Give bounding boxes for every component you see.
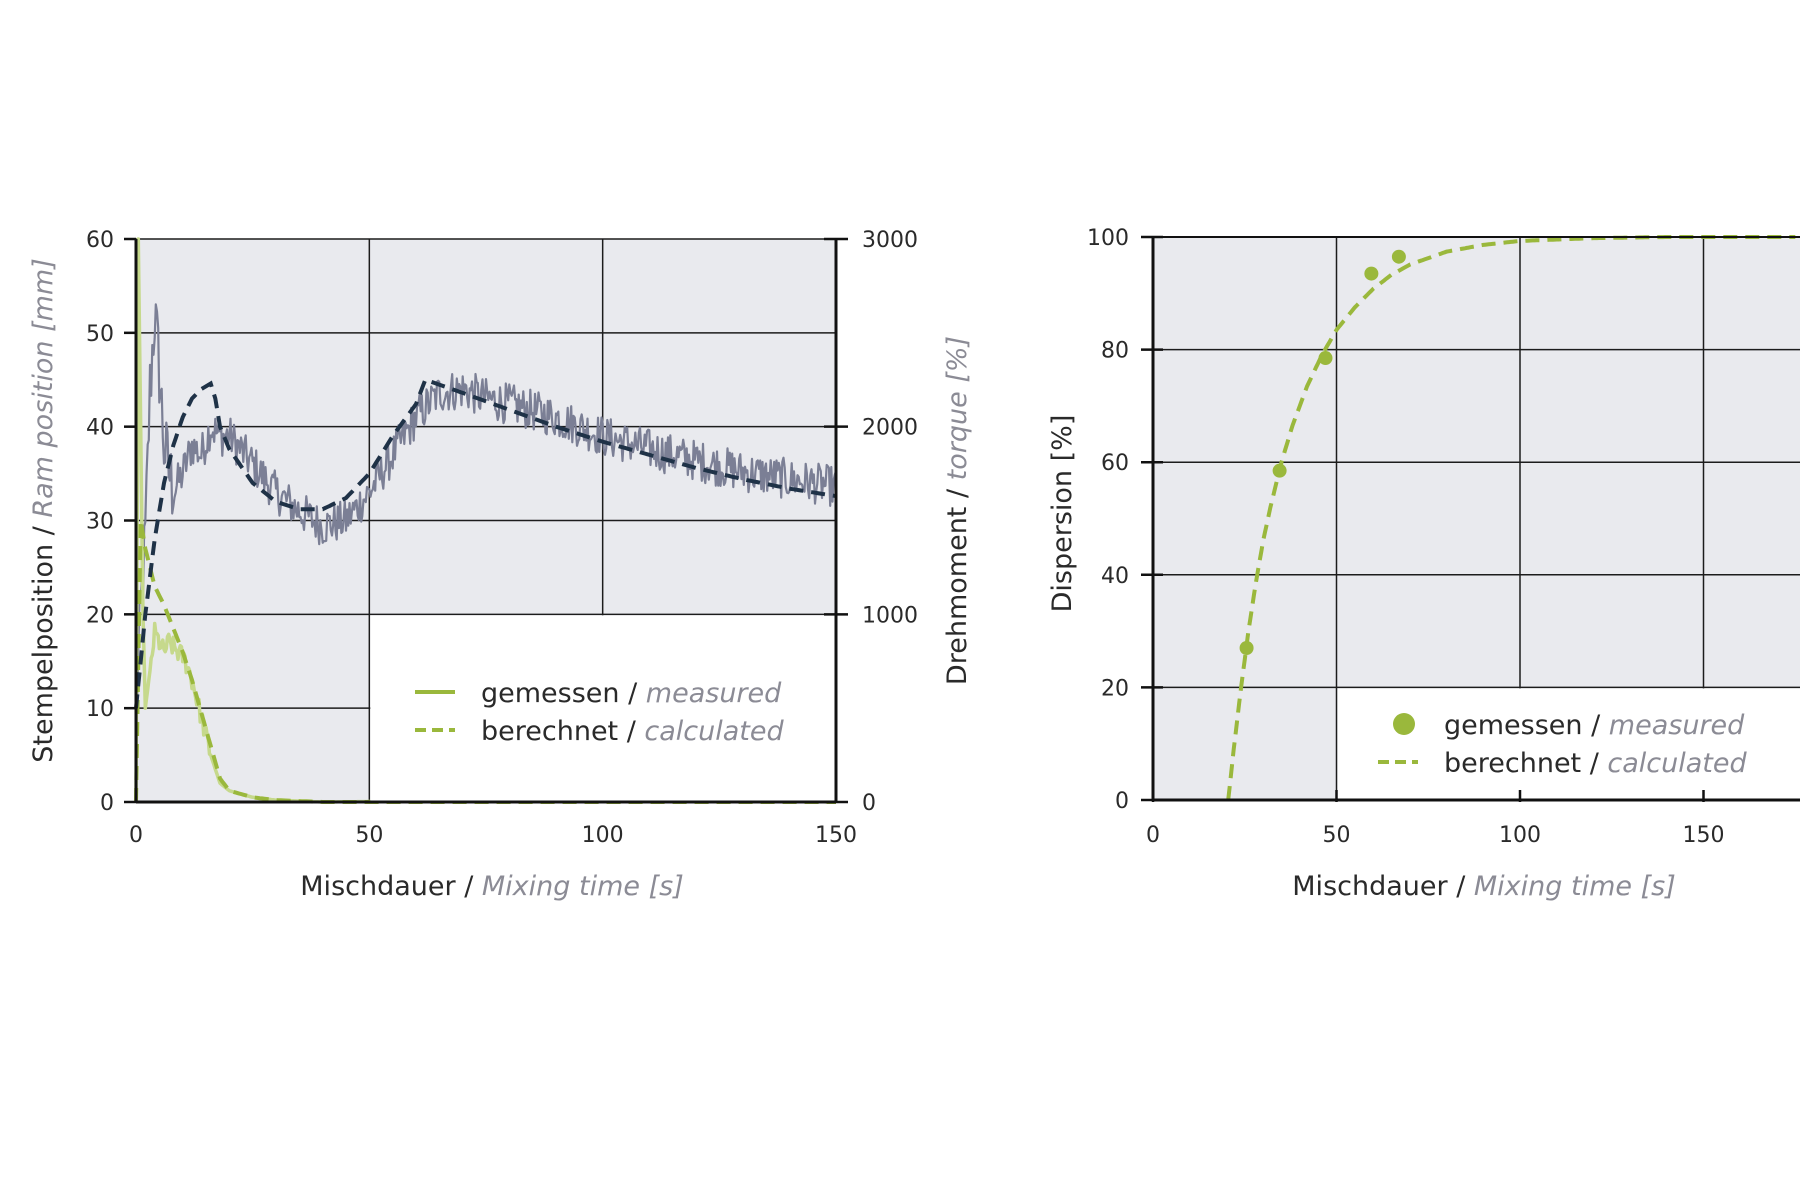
x-axis-label-unit-space bbox=[640, 871, 649, 902]
y-right-tick-label: 1000 bbox=[862, 603, 918, 628]
x-tick-label: 50 bbox=[355, 823, 383, 848]
data-point-measured bbox=[1239, 640, 1254, 655]
legend-measured-label: gemessen / measured bbox=[1444, 710, 1745, 741]
x-tick-label: 0 bbox=[1146, 823, 1160, 848]
y-left-tick-label: 60 bbox=[86, 228, 114, 253]
y-axis-left-label-unit-space bbox=[28, 332, 59, 341]
y-axis-label-main: Dispersion bbox=[1047, 470, 1078, 612]
y-tick-label: 100 bbox=[1087, 226, 1129, 251]
y-axis-label: Dispersion [%] bbox=[1047, 415, 1078, 613]
y-axis-right-label-unit-space bbox=[942, 383, 973, 392]
y-axis-right-label: Drehmoment / torque [%] bbox=[942, 336, 973, 685]
series-torque-measured bbox=[134, 303, 838, 702]
axes bbox=[1141, 235, 1800, 802]
y-tick-label: 80 bbox=[1101, 339, 1129, 364]
x-axis-label-unit-space bbox=[1632, 871, 1641, 902]
legend-background bbox=[1337, 688, 1800, 799]
tick-labels: 0 50 100 150 0 20 40 60 80 100 bbox=[1087, 226, 1725, 848]
y-axis-left-label-sub: Ram position bbox=[28, 341, 59, 518]
x-tick-label: 100 bbox=[1499, 823, 1541, 848]
x-axis-label-unit: [s] bbox=[649, 871, 684, 902]
x-axis-label-separator: / bbox=[1448, 871, 1474, 902]
legend-calculated-main: berechnet bbox=[481, 716, 618, 747]
y-tick-label: 0 bbox=[1115, 789, 1129, 814]
x-tick-label: 150 bbox=[815, 823, 857, 848]
data-point-measured bbox=[1391, 249, 1406, 264]
legend-calculated-label: berechnet / calculated bbox=[481, 716, 784, 747]
legend-separator: / bbox=[618, 716, 644, 747]
x-axis-label-separator: / bbox=[456, 871, 482, 902]
series-dispersion-calculated bbox=[1226, 235, 1796, 801]
y-axis-right-label-unit: [%] bbox=[942, 336, 973, 383]
y-axis-right-label-sub: torque bbox=[942, 391, 973, 480]
legend-background bbox=[370, 615, 835, 801]
y-left-tick-label: 0 bbox=[100, 791, 114, 816]
y-axis-left-label-main: Stempelposition bbox=[28, 544, 59, 763]
x-axis-label-unit: [s] bbox=[1641, 871, 1676, 902]
x-axis-label: Mischdauer / Mixing time [s] bbox=[1292, 871, 1675, 902]
legend-measured-swatch bbox=[1393, 713, 1415, 735]
dispersion-chart: 0 50 100 150 0 20 40 60 80 100 gemessen / measure… bbox=[1047, 226, 1800, 902]
y-left-tick-label: 10 bbox=[86, 697, 114, 722]
legend-measured-label: gemessen / measured bbox=[481, 678, 782, 709]
y-axis-label-unit-space bbox=[1047, 461, 1078, 470]
series-group bbox=[1226, 235, 1796, 801]
data-point-measured bbox=[1272, 463, 1287, 478]
y-right-tick-label: 2000 bbox=[862, 416, 918, 441]
legend-calculated-label: berechnet / calculated bbox=[1444, 748, 1747, 779]
x-tick-label: 150 bbox=[1683, 823, 1725, 848]
y-tick-label: 60 bbox=[1101, 451, 1129, 476]
y-right-tick-label: 3000 bbox=[862, 228, 918, 253]
x-tick-label: 50 bbox=[1323, 823, 1351, 848]
y-axis-left-label-unit: [mm] bbox=[28, 258, 59, 332]
y-tick-label: 20 bbox=[1101, 676, 1129, 701]
y-axis-right-label-main: Drehmoment bbox=[942, 507, 973, 685]
legend-measured-sub: measured bbox=[646, 678, 782, 709]
data-point-measured bbox=[1318, 351, 1333, 366]
data-point-measured bbox=[1364, 266, 1379, 281]
legend: gemessen / measured berechnet / calculat… bbox=[1378, 710, 1747, 779]
legend-measured-main: gemessen bbox=[481, 678, 620, 709]
legend-separator: / bbox=[1581, 748, 1607, 779]
x-tick-label: 100 bbox=[582, 823, 624, 848]
y-axis-right-label-separator: / bbox=[942, 480, 973, 506]
legend-measured-main: gemessen bbox=[1444, 710, 1583, 741]
axes bbox=[124, 237, 848, 804]
x-axis-label-sub: Mixing time bbox=[482, 871, 640, 902]
y-axis-left-label: Stempelposition / Ram position [mm] bbox=[28, 258, 59, 763]
legend-calculated-sub: calculated bbox=[644, 716, 784, 747]
x-tick-label: 0 bbox=[129, 823, 143, 848]
legend: gemessen / measured berechnet / calculat… bbox=[415, 678, 784, 747]
legend-calculated-sub: calculated bbox=[1607, 748, 1747, 779]
y-left-tick-label: 20 bbox=[86, 603, 114, 628]
legend-separator: / bbox=[620, 678, 646, 709]
y-left-tick-label: 50 bbox=[86, 322, 114, 347]
x-axis-label-main: Mischdauer bbox=[1292, 871, 1448, 902]
y-left-tick-label: 30 bbox=[86, 510, 114, 535]
y-tick-label: 40 bbox=[1101, 564, 1129, 589]
y-axis-left-label-separator: / bbox=[28, 518, 59, 544]
legend-separator: / bbox=[1583, 710, 1609, 741]
x-axis-label-main: Mischdauer bbox=[300, 871, 456, 902]
y-left-tick-label: 40 bbox=[86, 416, 114, 441]
y-axis-label-unit: [%] bbox=[1047, 415, 1078, 462]
legend-measured-sub: measured bbox=[1609, 710, 1745, 741]
legend-calculated-main: berechnet bbox=[1444, 748, 1581, 779]
series-torque-calculated bbox=[134, 377, 837, 709]
y-right-tick-label: 0 bbox=[862, 791, 876, 816]
x-axis-label-sub: Mixing time bbox=[1474, 871, 1632, 902]
x-axis-label: Mischdauer / Mixing time [s] bbox=[300, 871, 683, 902]
